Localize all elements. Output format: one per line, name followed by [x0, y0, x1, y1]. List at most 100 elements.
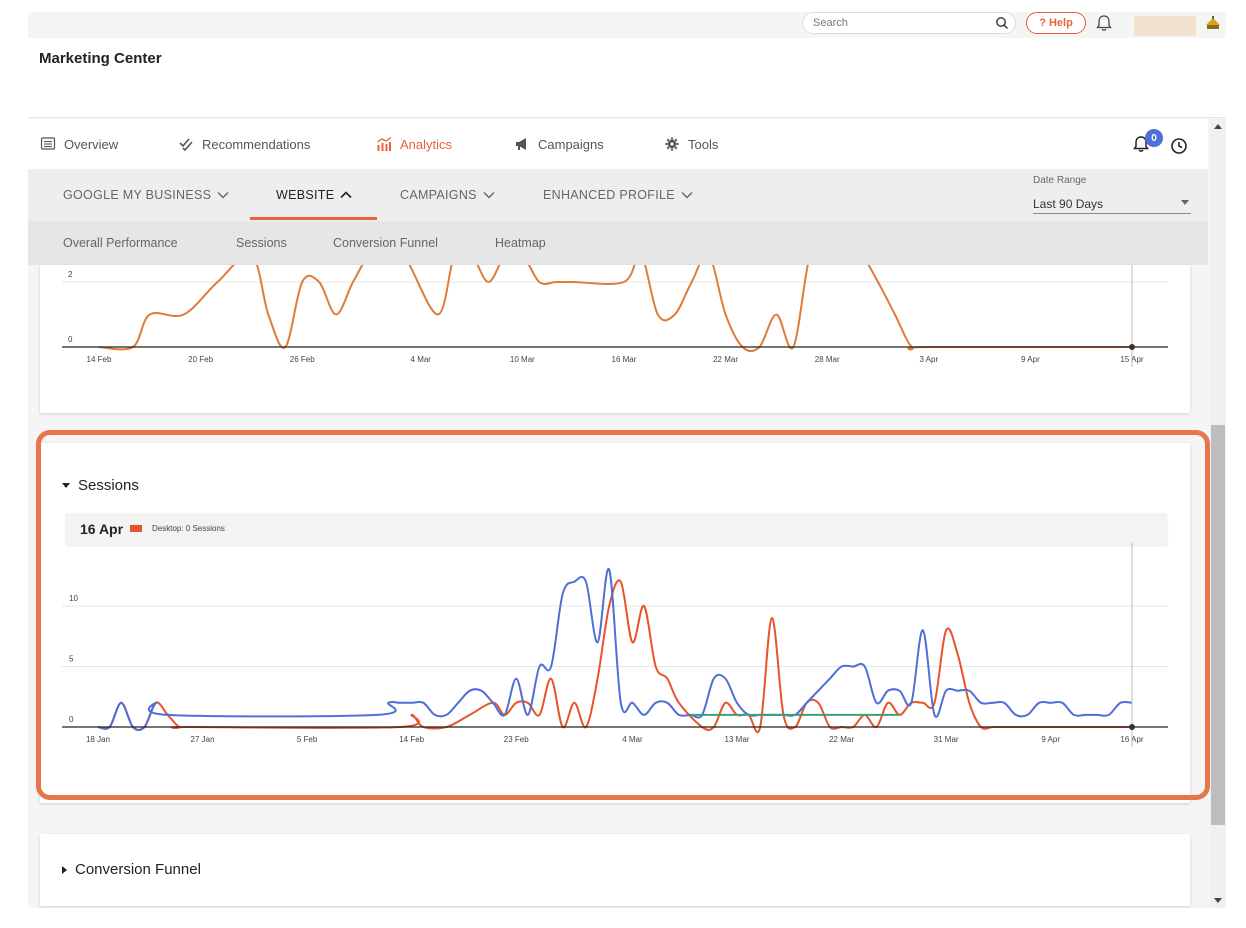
series-line [97, 579, 1132, 734]
x-tick-label: 31 Mar [934, 735, 959, 744]
double-check-icon [179, 138, 193, 152]
tab-heatmap[interactable]: Heatmap [495, 236, 546, 250]
section-tab-label: GOOGLE MY BUSINESS [63, 188, 212, 202]
active-tab-indicator [250, 217, 377, 220]
x-tick-label: 28 Mar [815, 355, 840, 364]
tab-analytics[interactable]: Analytics [376, 134, 452, 154]
section-tab-label: ENHANCED PROFILE [543, 188, 675, 202]
chevron-down-icon [483, 192, 495, 199]
hover-point [1129, 724, 1135, 730]
clock-icon[interactable] [1170, 137, 1188, 155]
x-tick-label: 20 Feb [188, 355, 213, 364]
x-tick-label: 23 Feb [504, 735, 529, 744]
x-tick-label: 9 Apr [1041, 735, 1060, 744]
x-tick-label: 16 Mar [612, 355, 637, 364]
overall-performance-card: 0 2 14 Feb 20 Feb 26 Feb 4 Mar 10 Mar 16 Mar 22 … [40, 247, 1190, 413]
page-header: Marketing Center [28, 38, 1226, 118]
x-tick-label: 3 Apr [919, 355, 938, 364]
date-range-value: Last 90 Days [1033, 197, 1104, 211]
scroll-up-arrow-icon[interactable] [1214, 124, 1222, 129]
x-tick-label: 26 Feb [290, 355, 315, 364]
y-tick-label: 5 [69, 655, 74, 664]
tab-tools-label: Tools [688, 136, 719, 152]
x-tick-label: 4 Mar [622, 735, 643, 744]
list-icon [40, 137, 56, 150]
tooltip-date: 16 Apr [80, 521, 124, 537]
date-range-select[interactable]: Last 90 Days [1033, 192, 1191, 214]
x-tick-label: 9 Apr [1021, 355, 1040, 364]
tab-conversion-funnel[interactable]: Conversion Funnel [333, 236, 438, 250]
section-nav: GOOGLE MY BUSINESS WEBSITE CAMPAIGNS ENH… [28, 169, 1208, 221]
search-box[interactable] [802, 12, 1016, 34]
tooltip-series-swatch [130, 525, 142, 532]
website-tabs: Overall Performance Sessions Conversion … [28, 221, 1208, 265]
avatar[interactable] [1134, 16, 1196, 36]
brand-logo-icon [1206, 16, 1220, 29]
tooltip-text: Desktop: 0 Sessions [152, 524, 225, 533]
section-tab-google-my-business[interactable]: GOOGLE MY BUSINESS [63, 188, 229, 202]
bell-icon[interactable] [1094, 13, 1114, 33]
chevron-down-icon [217, 192, 229, 199]
y-tick-label: 0 [69, 715, 74, 724]
x-tick-label: 27 Jan [191, 735, 215, 744]
x-tick-label: 5 Feb [297, 735, 318, 744]
sessions-chart[interactable]: 0 5 10 18 Jan 27 Jan 5 Feb 14 Feb 23 Feb 4 Mar 13… [40, 543, 1190, 783]
section-tab-label: CAMPAIGNS [400, 188, 477, 202]
chevron-down-icon [681, 192, 693, 199]
tab-campaigns-label: Campaigns [538, 136, 604, 152]
tab-recommendations-label: Recommendations [202, 136, 311, 152]
x-tick-label: 10 Mar [510, 355, 535, 364]
notification-bell-icon[interactable] [1130, 133, 1152, 155]
main-nav: Overview Recommendations Analytics Campa… [28, 119, 1208, 169]
conversion-funnel-card-header[interactable]: Conversion Funnel [62, 861, 201, 878]
app-frame: ? Help Marketing Center Overview Recomme… [28, 12, 1226, 908]
tab-overview-label: Overview [64, 136, 119, 152]
notification-count-badge: 0 [1145, 129, 1163, 147]
search-icon[interactable] [995, 16, 1009, 30]
tab-sessions[interactable]: Sessions [236, 236, 287, 250]
tab-campaigns[interactable]: Campaigns [514, 134, 604, 154]
tab-recommendations[interactable]: Recommendations [178, 134, 310, 154]
x-tick-label: 18 Jan [86, 735, 110, 744]
tab-analytics-label: Analytics [400, 136, 453, 152]
content-scroll-area[interactable]: Overview Recommendations Analytics Campa… [28, 119, 1226, 908]
analytics-icon [377, 136, 392, 151]
search-input[interactable] [813, 15, 983, 31]
chevron-up-icon [340, 191, 352, 199]
x-tick-label: 14 Feb [87, 355, 112, 364]
caret-right-icon [62, 865, 67, 874]
caret-down-icon [1181, 200, 1189, 205]
scrollbar-thumb[interactable] [1211, 425, 1225, 825]
section-tab-enhanced-profile[interactable]: ENHANCED PROFILE [543, 188, 693, 202]
x-tick-label: 22 Mar [829, 735, 854, 744]
tab-overview[interactable]: Overview [40, 134, 118, 154]
x-tick-label: 14 Feb [399, 735, 424, 744]
conversion-funnel-card-title: Conversion Funnel [75, 861, 201, 878]
y-tick-label: 10 [69, 594, 78, 603]
sessions-card-title: Sessions [78, 477, 139, 494]
series-line [98, 247, 1132, 353]
help-button[interactable]: ? Help [1026, 12, 1086, 34]
x-tick-label: 13 Mar [725, 735, 750, 744]
overall-performance-chart: 0 2 14 Feb 20 Feb 26 Feb 4 Mar 10 Mar 16 Mar 22 … [62, 247, 1168, 367]
top-bar: ? Help [28, 12, 1226, 38]
gear-icon [665, 137, 679, 151]
caret-down-icon [62, 483, 70, 488]
chart-tooltip: 16 Apr Desktop: 0 Sessions [66, 513, 1167, 545]
section-tab-website[interactable]: WEBSITE [276, 188, 352, 202]
y-tick-label: 2 [68, 270, 73, 279]
sessions-card-header[interactable]: Sessions [62, 477, 139, 494]
section-tab-label: WEBSITE [276, 188, 335, 202]
sessions-card: Sessions 16 Apr Desktop: 0 Sessions 0 5 10… [40, 443, 1190, 803]
tab-tools[interactable]: Tools [664, 134, 718, 154]
megaphone-icon [516, 138, 526, 150]
page-title: Marketing Center [39, 50, 162, 67]
conversion-funnel-card: Conversion Funnel [40, 834, 1190, 906]
y-tick-label: 0 [68, 335, 73, 344]
date-range-label: Date Range [1033, 175, 1087, 186]
x-tick-label: 4 Mar [411, 355, 432, 364]
tab-overall-performance[interactable]: Overall Performance [63, 236, 178, 250]
section-tab-campaigns[interactable]: CAMPAIGNS [400, 188, 495, 202]
series-line [97, 568, 1133, 731]
scroll-down-arrow-icon[interactable] [1214, 898, 1222, 903]
